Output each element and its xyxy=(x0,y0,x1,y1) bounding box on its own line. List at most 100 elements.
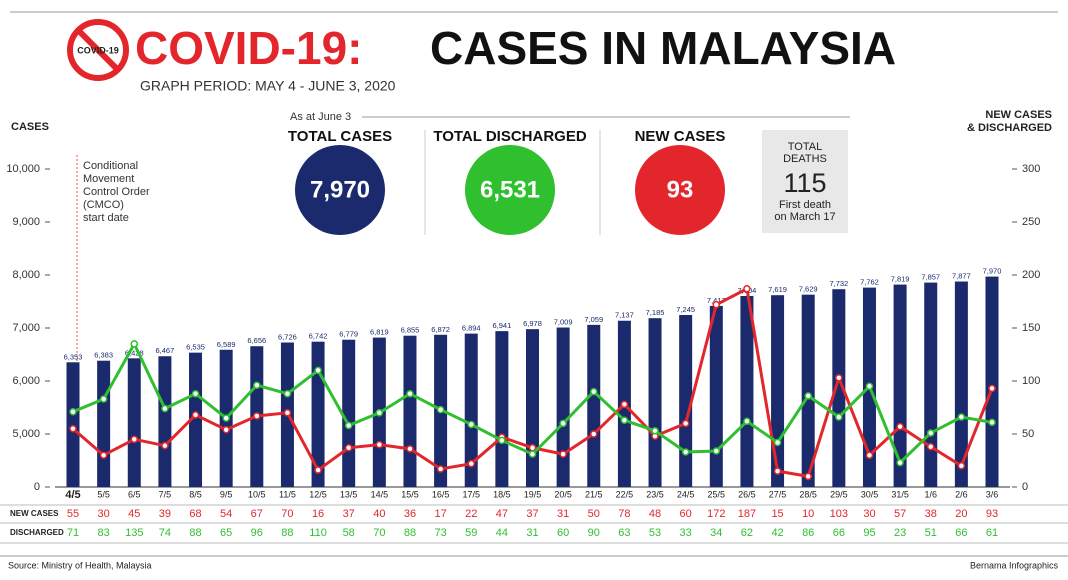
row-value: 53 xyxy=(649,527,661,539)
row-value: 31 xyxy=(526,527,538,539)
x-tick-label: 7/5 xyxy=(159,489,172,499)
point xyxy=(191,389,200,398)
bar-value-label: 7,819 xyxy=(891,275,910,284)
summary-circle xyxy=(295,145,385,235)
row-value: 42 xyxy=(771,527,783,539)
point xyxy=(69,424,77,433)
point xyxy=(436,405,445,414)
x-tick-label: 23/5 xyxy=(646,489,664,499)
point xyxy=(467,420,475,429)
summary-value: 7,970 xyxy=(310,176,370,203)
bar xyxy=(893,284,907,487)
point xyxy=(743,417,751,426)
x-tick-label: 9/5 xyxy=(220,489,233,499)
row-value: 59 xyxy=(465,527,477,539)
bar xyxy=(832,289,846,487)
row-value: 65 xyxy=(220,527,232,539)
row-value: 68 xyxy=(189,508,201,520)
row-value: 31 xyxy=(557,508,569,520)
credit: Bernama Infographics xyxy=(970,560,1059,570)
row-value: 88 xyxy=(404,527,416,539)
row-value: 45 xyxy=(128,508,140,520)
bar xyxy=(495,331,509,487)
bar-value-label: 7,059 xyxy=(584,315,603,324)
bar-value-label: 7,185 xyxy=(646,308,665,317)
x-tick-label: 14/5 xyxy=(371,489,389,499)
x-tick-label: 13/5 xyxy=(340,489,358,499)
row-value: 187 xyxy=(738,508,756,520)
y-tick-label: 9,000 xyxy=(12,216,40,228)
bar-value-label: 6,656 xyxy=(247,336,266,345)
point xyxy=(222,426,230,434)
bar-value-label: 6,742 xyxy=(309,332,328,341)
row-value: 30 xyxy=(863,508,875,520)
x-tick-label: 10/5 xyxy=(248,489,266,499)
y-tick-label: 7,000 xyxy=(12,322,40,334)
bar-value-label: 6,726 xyxy=(278,333,297,342)
subtitle: GRAPH PERIOD: MAY 4 - JUNE 3, 2020 xyxy=(140,78,396,94)
x-tick-label: 4/5 xyxy=(65,489,80,501)
row-value: 61 xyxy=(986,527,998,539)
bar-value-label: 7,762 xyxy=(860,278,879,287)
y2-axis-label: NEW CASES xyxy=(985,109,1052,121)
bar xyxy=(801,294,815,487)
point xyxy=(406,389,414,398)
deaths-label: DEATHS xyxy=(783,153,827,165)
summary-label: NEW CASES xyxy=(635,128,726,145)
point xyxy=(161,441,169,450)
x-tick-label: 29/5 xyxy=(830,489,848,499)
x-tick-label: 26/5 xyxy=(738,489,756,499)
row-value: 110 xyxy=(309,527,327,539)
x-tick-label: 3/6 xyxy=(986,489,999,499)
row-value: 51 xyxy=(925,527,937,539)
bar-value-label: 6,353 xyxy=(64,352,83,361)
row-value: 57 xyxy=(894,508,906,520)
chart-title: CASES IN MALAYSIA xyxy=(430,22,896,74)
row-label: NEW CASES xyxy=(10,509,59,518)
point xyxy=(620,400,629,409)
bar xyxy=(556,327,570,487)
y2-tick-label: 150 xyxy=(1022,322,1040,334)
x-tick-label: 5/5 xyxy=(97,489,110,499)
bar xyxy=(985,276,999,487)
point xyxy=(926,429,935,437)
row-value: 48 xyxy=(649,508,661,520)
bar xyxy=(66,362,80,487)
row-value: 103 xyxy=(830,508,848,520)
point xyxy=(467,459,475,468)
bar-value-label: 7,857 xyxy=(921,273,940,282)
row-value: 37 xyxy=(343,508,355,520)
x-tick-label: 18/5 xyxy=(493,489,511,499)
point xyxy=(559,419,567,428)
x-tick-label: 22/5 xyxy=(616,489,634,499)
bar-value-label: 7,137 xyxy=(615,311,634,320)
row-value: 86 xyxy=(802,527,814,539)
x-tick-label: 28/5 xyxy=(799,489,817,499)
row-value: 78 xyxy=(618,508,630,520)
row-value: 63 xyxy=(618,527,630,539)
bar-value-label: 7,970 xyxy=(983,267,1002,276)
point xyxy=(988,384,996,393)
point xyxy=(712,300,721,309)
summary-circle xyxy=(465,145,555,235)
y-tick-label: 10,000 xyxy=(6,163,40,175)
annotation: Control Order xyxy=(83,186,150,198)
bar xyxy=(648,318,662,487)
point xyxy=(865,382,874,391)
point xyxy=(314,466,322,474)
x-tick-label: 19/5 xyxy=(524,489,542,499)
point xyxy=(253,412,261,420)
y2-tick-label: 0 xyxy=(1022,481,1028,493)
bar xyxy=(587,324,601,487)
row-value: 60 xyxy=(680,508,692,520)
point xyxy=(926,442,935,451)
point xyxy=(896,422,904,431)
row-value: 40 xyxy=(373,508,385,520)
bar-value-label: 7,619 xyxy=(768,285,787,294)
bar-value-label: 7,417 xyxy=(707,296,726,305)
point xyxy=(773,438,782,447)
point xyxy=(130,340,139,348)
y-tick-label: 0 xyxy=(34,481,40,493)
bar xyxy=(709,305,723,487)
